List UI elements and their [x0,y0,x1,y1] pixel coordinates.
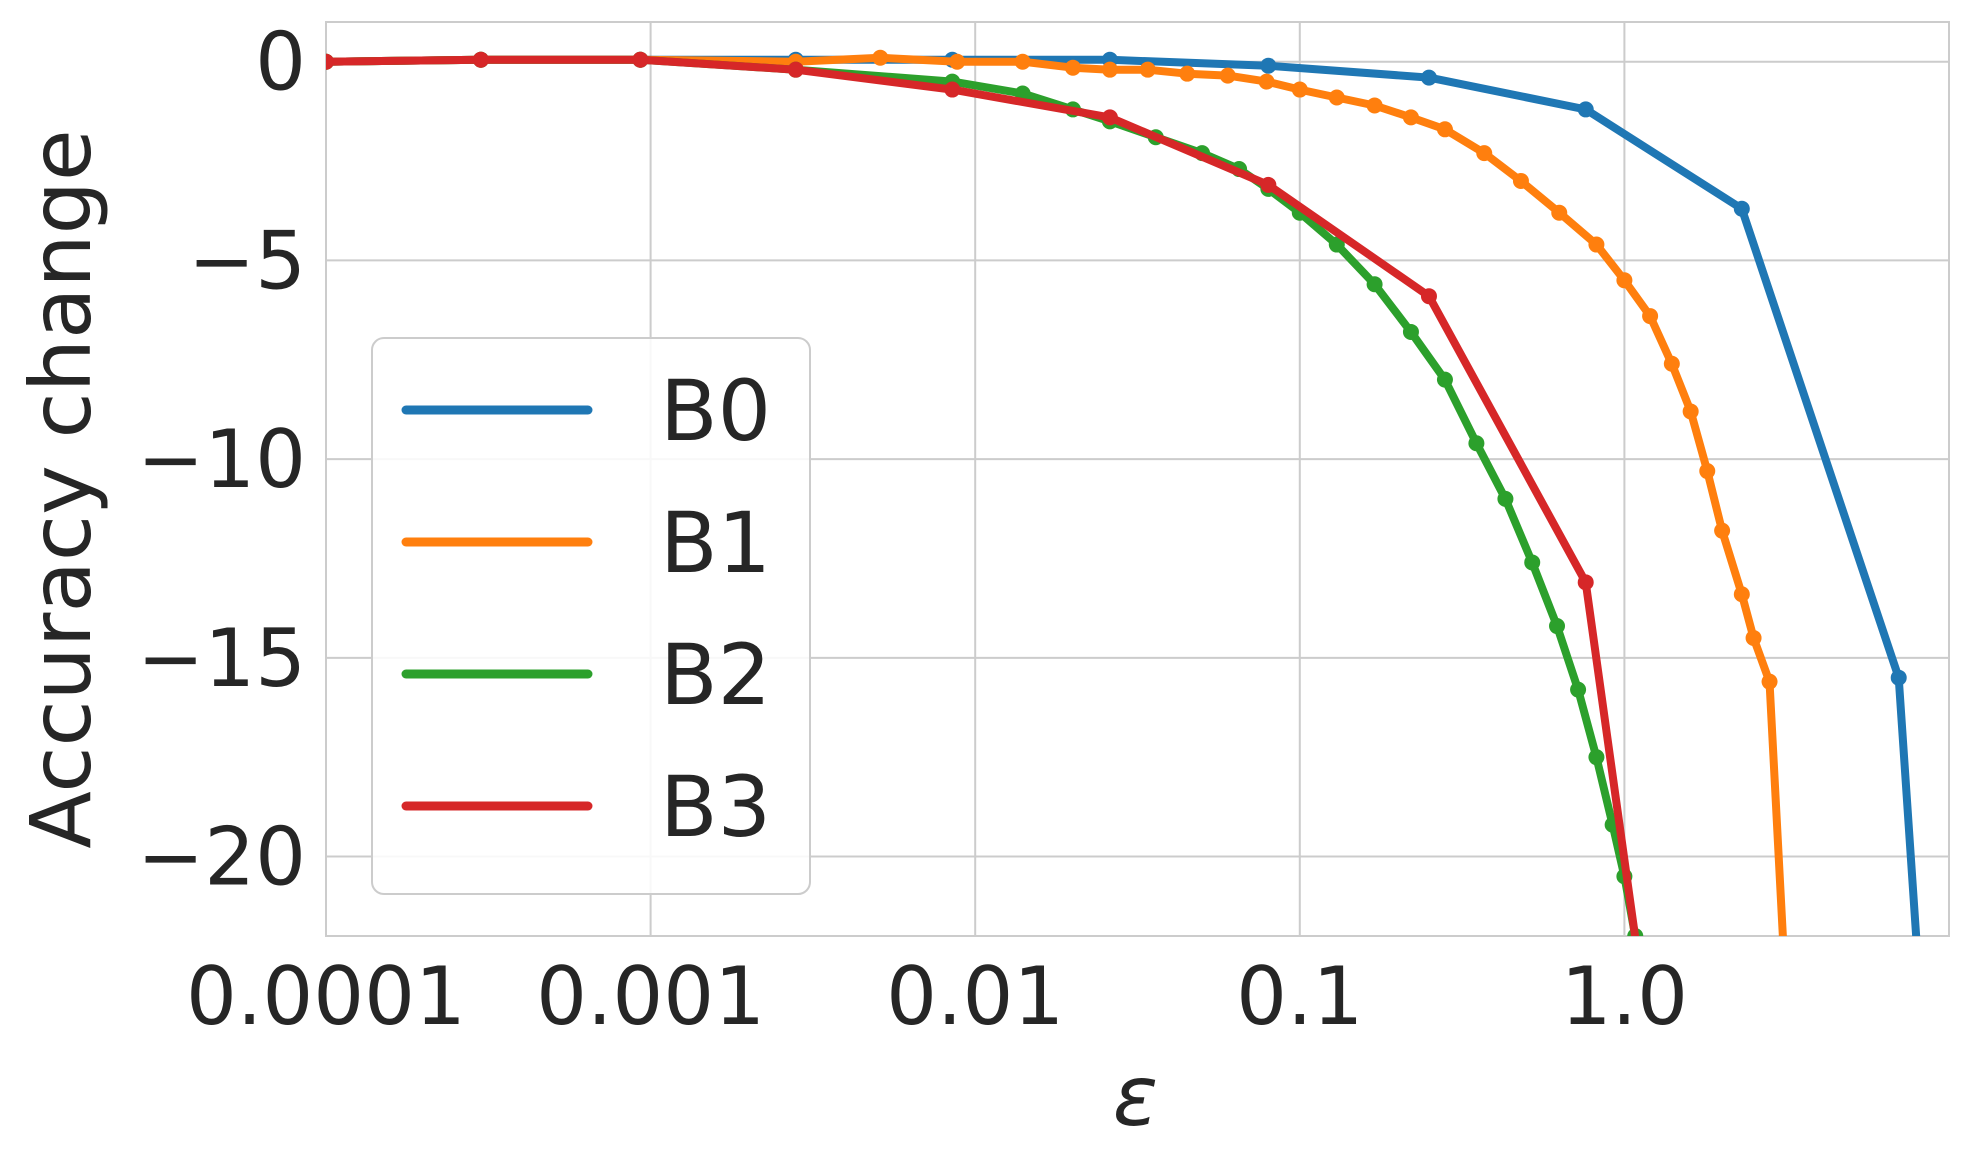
data-point [1064,59,1081,76]
data-point [1910,948,1926,964]
data-point [1570,681,1587,698]
plot-frame [325,21,1950,937]
data-point [1139,61,1156,78]
data-point [1588,749,1605,766]
data-point [1436,121,1453,138]
data-point [1745,629,1762,646]
legend: B0 B1 B2 B3 [371,337,811,895]
data-point [632,51,649,68]
data-point [1512,172,1529,189]
series-b3 [326,51,1640,936]
tick-layer: 0.0001 0.001 0.01 0.1 1.0 0 −5 −10 −15 −20 [137,16,1688,1043]
data-point [1366,97,1383,114]
y-tick-label: −20 [137,811,306,904]
data-point [1890,669,1907,686]
legend-label-b0: B0 [660,362,771,460]
legend-label-b3: B3 [660,758,771,856]
data-point [1468,435,1485,452]
data-point [1260,176,1277,193]
x-tick-label: 0.01 [886,950,1064,1043]
data-point [1328,89,1345,106]
data-point [1260,57,1277,74]
data-point [1524,554,1541,571]
y-tick-label: −5 [188,214,306,307]
x-tick-label: 0.1 [1236,950,1363,1043]
data-point [1219,67,1236,84]
legend-label-b1: B1 [660,494,771,592]
data-point [1179,65,1196,82]
data-point [1476,145,1493,162]
data-point [1663,355,1680,372]
data-point [472,51,489,68]
data-point [1420,288,1437,305]
data-point [1588,236,1605,253]
x-tick-label: 0.001 [536,950,765,1043]
data-point [1577,574,1594,591]
data-point [1699,463,1716,480]
data-point [1328,236,1345,253]
data-point [1420,69,1437,86]
data-point [787,61,804,78]
data-point [949,53,966,70]
data-point [1733,200,1750,217]
data-point [326,53,334,70]
data-point [1682,403,1699,420]
series-line-b1 [326,53,1787,936]
data-point [1642,308,1659,325]
y-tick-label: −10 [137,413,306,506]
series-line-b2 [326,55,1640,936]
data-point [1616,272,1633,289]
data-point [1776,948,1792,964]
data-point [1014,53,1031,70]
data-point [1733,586,1750,603]
x-tick-label: 0.0001 [186,950,466,1043]
data-point [1402,323,1419,340]
x-axis-label: ε [1113,1047,1158,1145]
data-point [1549,618,1566,635]
series-line-b3 [326,55,1640,936]
data-point [1101,61,1118,78]
data-point [1551,204,1568,221]
y-axis-label: Accuracy change [12,129,110,848]
data-point [1714,522,1731,539]
data-point [1761,673,1778,690]
data-point [1577,101,1594,118]
data-point [944,81,961,98]
data-point [1402,109,1419,126]
legend-box [371,337,811,895]
legend-label-b2: B2 [660,626,771,724]
y-tick-label: 0 [255,16,306,109]
x-tick-label: 1.0 [1561,950,1688,1043]
data-point [1366,276,1383,293]
y-tick-label: −15 [137,612,306,705]
data-point [1291,81,1308,98]
data-point [1497,490,1514,507]
series-layer [326,49,1926,964]
data-point [872,49,889,66]
data-point [1436,371,1453,388]
data-point [1101,109,1118,126]
data-point [1258,73,1275,90]
